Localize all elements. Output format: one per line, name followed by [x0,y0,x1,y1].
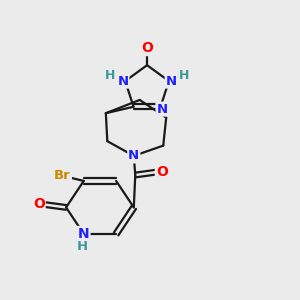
Text: N: N [117,75,128,88]
Text: N: N [157,103,168,116]
Text: O: O [156,165,168,179]
Text: N: N [128,149,140,162]
Text: H: H [105,69,115,82]
Text: N: N [78,227,90,241]
Text: N: N [166,75,177,88]
Text: O: O [33,197,45,212]
Text: O: O [141,41,153,55]
Text: Br: Br [54,169,71,182]
Text: H: H [179,69,189,82]
Text: H: H [77,240,88,253]
